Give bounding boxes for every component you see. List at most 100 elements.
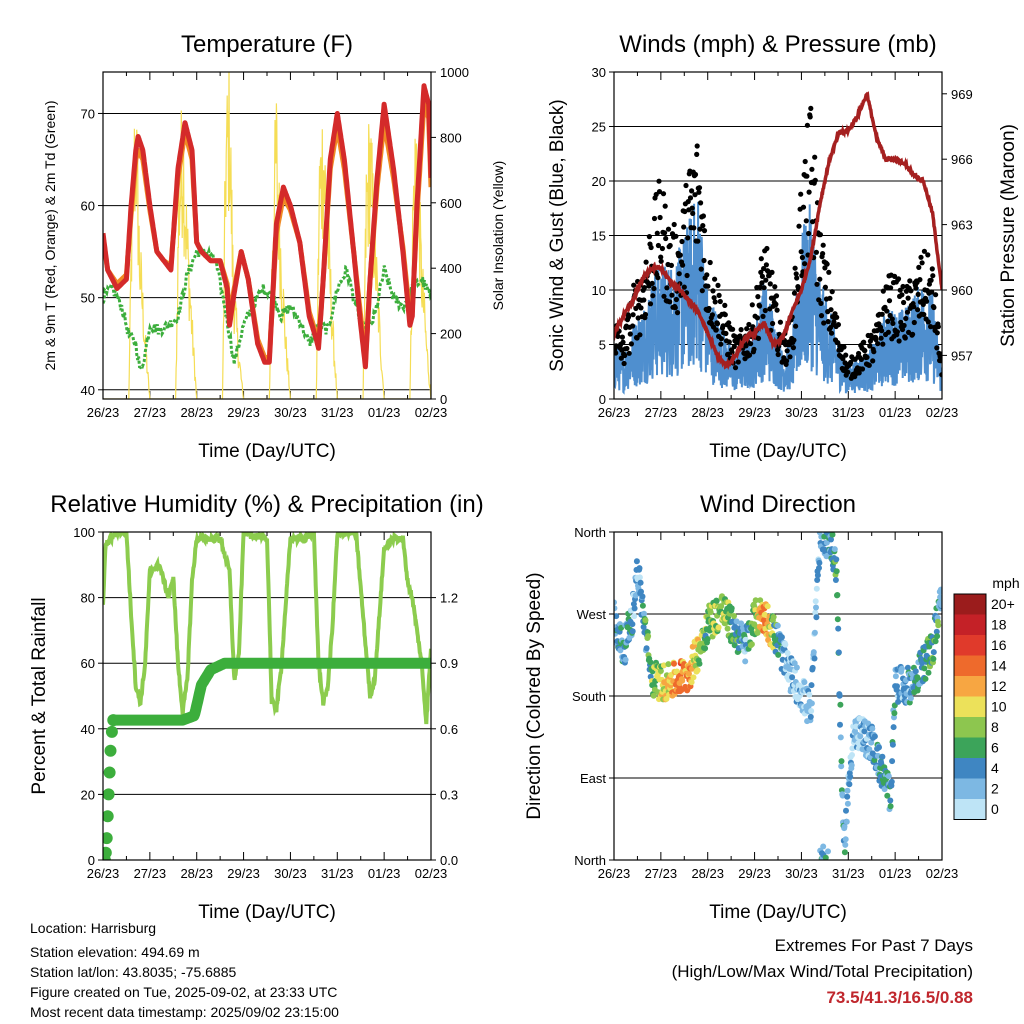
- direction-dot: [630, 601, 637, 607]
- gust-dot: [915, 291, 921, 297]
- direction-dot: [686, 670, 692, 677]
- gust-dot: [824, 261, 830, 267]
- direction-dot: [752, 597, 759, 604]
- direction-dot: [814, 577, 821, 583]
- direction-dot: [617, 647, 624, 654]
- gust-dot: [820, 242, 826, 248]
- y-axis-label: 2m & 9m T (Red, Orange) & 2m Td (Green): [42, 101, 58, 371]
- gust-dot: [655, 275, 661, 281]
- direction-dot: [837, 721, 843, 728]
- gust-dot: [713, 327, 719, 333]
- gust-dot: [809, 166, 815, 172]
- gust-dot: [807, 114, 813, 120]
- gust-dot: [630, 312, 636, 318]
- direction-dot: [835, 625, 842, 632]
- rainfall-dot: [103, 846, 112, 859]
- gust-dot: [834, 314, 840, 320]
- gust-dot: [664, 285, 670, 291]
- gust-dot: [656, 189, 663, 195]
- gust-dot: [772, 284, 778, 290]
- gust-dot: [761, 285, 767, 291]
- gust-dot: [822, 265, 828, 271]
- direction-dot: [713, 597, 720, 604]
- gust-dot: [674, 310, 681, 316]
- direction-dot: [748, 641, 755, 648]
- gust-dot: [845, 369, 851, 375]
- x-tick-label: 27/23: [134, 866, 167, 881]
- gust-dot: [818, 300, 824, 306]
- gust-dot: [659, 245, 666, 252]
- direction-dot: [834, 616, 841, 623]
- direction-dot: [638, 588, 644, 595]
- plot-area: [103, 532, 431, 860]
- direction-dot: [806, 691, 813, 698]
- x-tick-label: 01/23: [368, 866, 401, 881]
- gust-dot: [661, 293, 667, 299]
- direction-dot: [933, 628, 940, 635]
- gust-dot: [773, 301, 779, 307]
- gust-dot: [805, 252, 811, 258]
- gust-dot: [656, 178, 662, 184]
- y-tick-label: 100: [73, 525, 95, 540]
- gust-dot: [911, 319, 917, 326]
- gust-dot: [934, 345, 940, 351]
- direction-dot: [738, 620, 745, 627]
- direction-dot: [887, 803, 894, 810]
- gust-dot: [829, 330, 835, 336]
- direction-dot: [861, 728, 868, 735]
- direction-dot: [811, 655, 818, 662]
- gust-dot: [885, 329, 892, 335]
- gust-dot: [812, 154, 818, 160]
- direction-dot: [809, 664, 816, 671]
- gust-dot: [864, 354, 870, 360]
- direction-dot: [614, 599, 617, 606]
- gust-dot: [903, 315, 909, 322]
- gust-dot: [689, 205, 695, 211]
- gust-dot: [878, 335, 884, 341]
- gust-dot: [804, 173, 810, 179]
- y2-tick-label: 400: [440, 261, 462, 276]
- direction-dot: [932, 638, 939, 645]
- y-tick-label: 60: [81, 656, 95, 671]
- x-tick-label: 31/23: [321, 866, 354, 881]
- legend-border: [953, 593, 987, 820]
- gust-dot: [641, 297, 647, 303]
- gust-dot: [775, 351, 781, 358]
- gust-dot: [895, 276, 902, 282]
- gust-dot: [918, 254, 924, 260]
- gust-dot: [899, 292, 905, 298]
- gust-dot: [759, 273, 766, 279]
- gust-dot: [938, 358, 942, 364]
- x-tick-label: 27/23: [645, 405, 678, 420]
- direction-dot: [660, 662, 667, 669]
- direction-dot: [925, 669, 932, 676]
- x-tick-label: 02/23: [926, 405, 959, 420]
- x-tick-label: 30/23: [274, 866, 307, 881]
- gust-dot: [920, 301, 926, 307]
- gust-dot: [884, 308, 890, 314]
- gust-dot: [769, 269, 775, 275]
- direction-dot: [820, 843, 827, 850]
- gust-dot: [934, 330, 940, 336]
- legend-swatch: [954, 696, 986, 717]
- gust-dot: [800, 204, 807, 210]
- y-tick-label: South: [572, 689, 606, 704]
- gust-dot: [660, 191, 667, 197]
- gust-dot: [821, 320, 827, 326]
- gust-dot: [626, 350, 632, 356]
- gust-dot: [680, 262, 686, 268]
- gust-dot: [761, 266, 767, 272]
- y2-tick-label: 0.3: [440, 787, 458, 802]
- direction-dot: [775, 651, 782, 658]
- x-tick-label: 28/23: [691, 866, 724, 881]
- gust-dot: [627, 331, 633, 337]
- direction-dot: [642, 617, 649, 624]
- gust-dot: [696, 185, 703, 191]
- direction-dot: [891, 710, 898, 717]
- direction-dot: [793, 664, 800, 671]
- gust-dot: [791, 290, 798, 296]
- rainfall-dot: [105, 725, 118, 738]
- rainfall-line: [107, 657, 431, 726]
- gust-dot: [665, 226, 672, 232]
- direction-dot: [665, 661, 672, 668]
